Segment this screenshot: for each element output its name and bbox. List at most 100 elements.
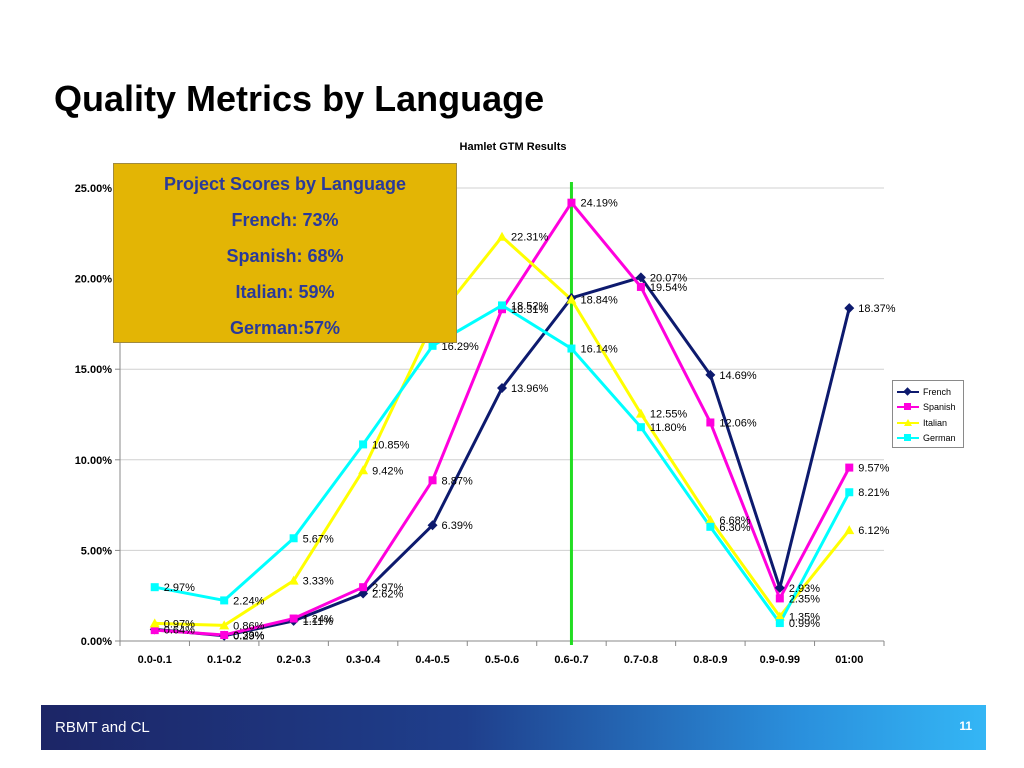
- data-point: [635, 408, 646, 418]
- data-point: [705, 514, 716, 524]
- data-point: [567, 344, 576, 353]
- callout-french-score: French: 73%: [231, 210, 339, 230]
- y-tick-label: 20.00%: [75, 274, 113, 286]
- data-label: 1.35%: [789, 612, 820, 624]
- legend-label-spanish: Spanish: [923, 402, 956, 413]
- data-label: 13.96%: [511, 383, 549, 395]
- data-point: [358, 465, 369, 475]
- data-label: 22.31%: [511, 232, 549, 244]
- data-label: 12.55%: [650, 409, 688, 421]
- legend-swatch-french: [897, 386, 919, 398]
- chart-legend: French Spanish Italian German: [892, 380, 964, 448]
- data-point: [774, 611, 785, 621]
- x-tick-label: 0.1-0.2: [207, 654, 241, 666]
- legend-marker: [904, 434, 911, 442]
- x-tick-label: 0.7-0.8: [624, 654, 658, 666]
- legend-swatch-italian: [897, 417, 919, 429]
- data-label: 6.39%: [442, 520, 473, 532]
- callout-spanish-score: Spanish: 68%: [226, 246, 344, 266]
- data-label: 0.86%: [233, 620, 264, 632]
- y-tick-label: 5.00%: [81, 545, 112, 557]
- data-point: [566, 294, 577, 304]
- data-point: [775, 594, 784, 603]
- data-label: 6.30%: [719, 522, 750, 534]
- data-label: 5.67%: [303, 533, 334, 545]
- data-point: [427, 520, 438, 531]
- data-point: [636, 423, 645, 432]
- data-point: [289, 534, 298, 543]
- data-label: 2.62%: [372, 589, 403, 601]
- data-label: 0.64%: [164, 624, 195, 636]
- data-point: [635, 272, 646, 283]
- x-tick-label: 0.0-0.1: [138, 654, 172, 666]
- x-tick-label: 0.2-0.3: [277, 654, 311, 666]
- data-point: [428, 476, 437, 485]
- data-label: 3.33%: [303, 576, 334, 588]
- data-label: 20.07%: [650, 272, 688, 284]
- data-label: 18.84%: [580, 295, 618, 307]
- data-label: 16.29%: [442, 341, 480, 353]
- legend-label-german: German: [923, 433, 956, 444]
- legend-marker: [904, 403, 911, 411]
- legend-item-german: German: [897, 431, 959, 447]
- data-label: 2.24%: [233, 595, 264, 607]
- data-point: [497, 383, 507, 394]
- data-label: 24.19%: [580, 198, 618, 210]
- data-label: 0.29%: [233, 631, 264, 643]
- data-label: 8.87%: [442, 475, 473, 487]
- data-point: [289, 614, 298, 623]
- slide-title: Quality Metrics by Language: [54, 78, 545, 119]
- data-label: 0.33%: [233, 630, 264, 642]
- data-point: [567, 198, 576, 207]
- x-tick-label: 0.3-0.4: [346, 654, 381, 666]
- x-tick-label: 0.8-0.9: [693, 654, 727, 666]
- data-label: 19.54%: [650, 282, 688, 294]
- y-tick-label: 0.00%: [81, 636, 112, 648]
- data-point: [774, 582, 785, 593]
- data-label: 6.12%: [858, 525, 889, 537]
- data-labels: 0.64% 0.29% 1.11% 2.62% 6.39% 13.96% 20.07% 14.…: [164, 198, 896, 643]
- callout-italian-score: Italian: 59%: [235, 282, 335, 302]
- chart-title: Hamlet GTM Results: [460, 141, 567, 153]
- data-point: [845, 463, 854, 472]
- data-label: 0.99%: [789, 618, 820, 630]
- data-label: 9.57%: [858, 463, 889, 475]
- footer-text: RBMT and CL: [55, 719, 150, 736]
- data-label: 2.35%: [789, 593, 820, 605]
- data-label: 2.93%: [789, 583, 820, 595]
- data-point: [220, 596, 229, 605]
- data-point: [149, 618, 160, 628]
- data-point: [220, 631, 229, 640]
- x-tick-label: 0.9-0.99: [760, 654, 800, 666]
- data-point: [636, 282, 645, 291]
- data-point: [219, 620, 230, 630]
- data-label: 14.69%: [719, 370, 757, 382]
- data-point: [359, 583, 368, 592]
- data-label: 11.80%: [650, 422, 687, 434]
- legend-label-italian: Italian: [923, 417, 948, 428]
- data-point: [706, 418, 715, 427]
- y-tick-label: 10.00%: [75, 455, 113, 467]
- data-point: [150, 583, 159, 592]
- legend-swatch-german: [897, 432, 919, 444]
- data-label: 1.24%: [303, 614, 334, 626]
- data-point: [844, 525, 855, 535]
- data-label: 12.06%: [719, 417, 757, 429]
- legend-swatch-spanish: [897, 401, 919, 413]
- data-point: [705, 369, 716, 380]
- data-label: 0.97%: [164, 618, 195, 630]
- data-point: [845, 488, 854, 497]
- data-label: 10.85%: [372, 439, 410, 451]
- data-point: [428, 341, 437, 350]
- x-tick-label: 0.4-0.5: [415, 654, 449, 666]
- y-tick-label: 15.00%: [75, 364, 113, 376]
- legend-marker: [903, 387, 912, 396]
- data-label: 2.97%: [164, 582, 195, 594]
- page-number: 11: [959, 719, 972, 733]
- data-point: [844, 303, 855, 314]
- data-label: 18.52%: [511, 300, 549, 312]
- callout-heading: Project Scores by Language: [163, 174, 407, 194]
- data-label: 18.31%: [511, 304, 549, 316]
- legend-marker: [904, 418, 912, 426]
- data-label: 9.42%: [372, 465, 403, 477]
